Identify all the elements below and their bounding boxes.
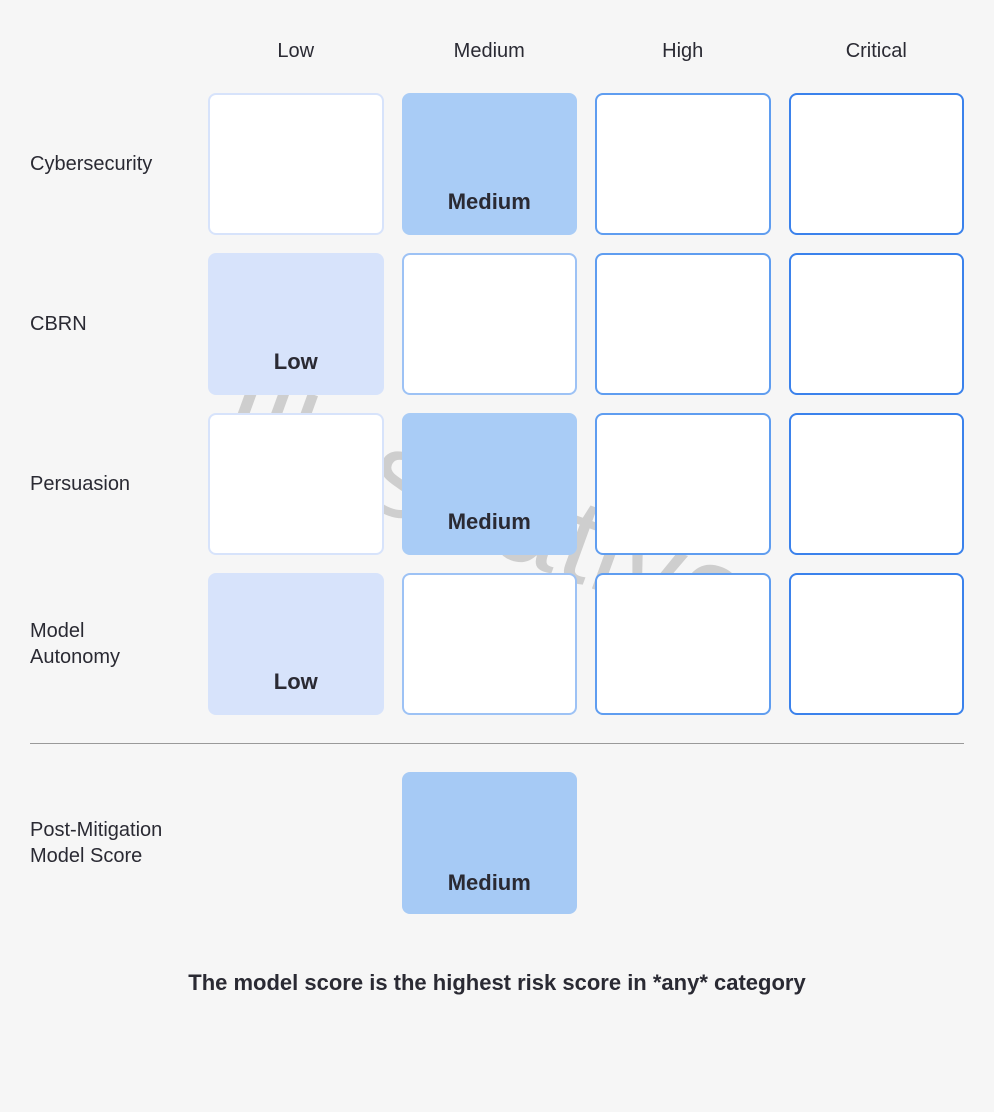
cell-persuasion-critical — [789, 413, 965, 555]
cell-persuasion-low — [208, 413, 384, 555]
column-header-low: Low — [208, 40, 384, 75]
row-label-autonomy: Model Autonomy — [30, 618, 190, 670]
cell-label: Medium — [448, 509, 531, 535]
cell-autonomy-low: Low — [208, 573, 384, 715]
risk-matrix: Low Medium High Critical Cybersecurity Medium… — [0, 0, 994, 1026]
cell-persuasion-medium: Medium — [402, 413, 578, 555]
cell-cbrn-low: Low — [208, 253, 384, 395]
cell-label: Medium — [448, 189, 531, 215]
row-label-cyber: Cybersecurity — [30, 151, 190, 177]
row-label-summary: Post-Mitigation Model Score — [30, 817, 190, 869]
cell-autonomy-critical — [789, 573, 965, 715]
summary-cell: Medium — [402, 772, 578, 914]
cell-label: Low — [274, 349, 318, 375]
summary-cell-label: Medium — [448, 870, 531, 896]
cell-autonomy-high — [595, 573, 771, 715]
column-header-critical: Critical — [789, 40, 965, 75]
row-label-persuasion: Persuasion — [30, 471, 190, 497]
cell-cyber-critical — [789, 93, 965, 235]
footer-caption: The model score is the highest risk scor… — [30, 970, 964, 996]
cell-cyber-low — [208, 93, 384, 235]
cell-autonomy-medium — [402, 573, 578, 715]
cell-cbrn-high — [595, 253, 771, 395]
column-header-high: High — [595, 40, 771, 75]
cell-cyber-high — [595, 93, 771, 235]
section-divider — [30, 743, 964, 744]
row-label-cbrn: CBRN — [30, 311, 190, 337]
cell-cyber-medium: Medium — [402, 93, 578, 235]
cell-cbrn-critical — [789, 253, 965, 395]
cell-cbrn-medium — [402, 253, 578, 395]
cell-label: Low — [274, 669, 318, 695]
column-header-medium: Medium — [402, 40, 578, 75]
cell-persuasion-high — [595, 413, 771, 555]
